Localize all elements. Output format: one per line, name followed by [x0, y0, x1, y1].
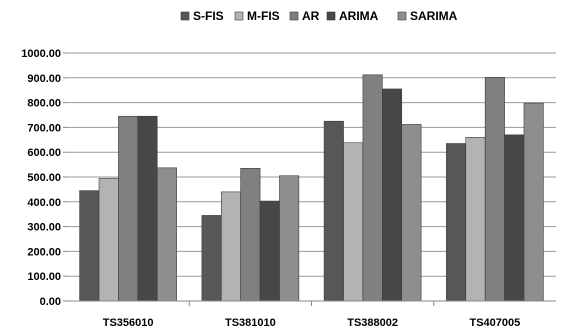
bar-m-fis-ts388002 [343, 142, 364, 302]
bars [79, 74, 544, 302]
legend: S-FIS M-FIS AR ARIMA SARIMA [180, 9, 458, 23]
y-tick-label: 300.00 [27, 222, 61, 234]
legend-label-s-fis: S-FIS [193, 9, 224, 23]
legend-label-m-fis: M-FIS [247, 9, 280, 23]
bar-ar-ts381010 [240, 168, 261, 302]
y-tick-label: 1000.00 [21, 48, 61, 60]
legend-label-ar: AR [302, 9, 320, 23]
bar-arima-ts407005 [504, 134, 525, 302]
legend-swatch-s-fis [180, 11, 190, 21]
bar-s-fis-ts356010 [79, 190, 100, 302]
x-category-label: TS381010 [225, 317, 276, 329]
bar-s-fis-ts381010 [201, 215, 222, 302]
legend-label-sarima: SARIMA [410, 9, 458, 23]
legend-swatch-ar [289, 11, 299, 21]
legend-swatch-arima [326, 11, 336, 21]
bar-s-fis-ts407005 [446, 143, 467, 302]
bar-ar-ts388002 [362, 74, 383, 302]
y-tick-label: 400.00 [27, 197, 61, 209]
bar-ar-ts407005 [484, 77, 505, 302]
bar-sarima-ts407005 [523, 102, 544, 302]
bar-arima-ts356010 [137, 115, 158, 302]
y-tick-label: 0.00 [40, 296, 61, 308]
x-axis-categories: TS356010 TS381010 TS388002 TS407005 [103, 301, 520, 329]
bar-ar-ts356010 [118, 115, 139, 302]
bar-arima-ts381010 [259, 200, 280, 302]
y-tick-label: 600.00 [27, 147, 61, 159]
y-axis-ticks: 0.00 100.00 200.00 300.00 400.00 500.00 600.00… [21, 48, 67, 308]
bar-sarima-ts388002 [401, 124, 422, 302]
bar-sarima-ts381010 [279, 175, 300, 302]
x-category-label: TS407005 [469, 317, 520, 329]
x-category-label: TS388002 [347, 317, 398, 329]
y-tick-label: 500.00 [27, 172, 61, 184]
legend-swatch-sarima [397, 11, 407, 21]
bar-arima-ts388002 [382, 88, 403, 302]
y-tick-label: 800.00 [27, 98, 61, 110]
y-tick-label: 900.00 [27, 73, 61, 85]
bar-sarima-ts356010 [156, 167, 177, 302]
bar-m-fis-ts407005 [465, 137, 486, 302]
bar-m-fis-ts356010 [98, 177, 119, 302]
y-tick-label: 100.00 [27, 271, 61, 283]
bar-s-fis-ts388002 [323, 120, 344, 302]
legend-label-arima: ARIMA [339, 9, 379, 23]
bar-m-fis-ts381010 [220, 191, 241, 302]
y-tick-label: 700.00 [27, 122, 61, 134]
y-tick-label: 200.00 [27, 246, 61, 258]
legend-swatch-m-fis [234, 11, 244, 21]
x-category-label: TS356010 [103, 317, 154, 329]
